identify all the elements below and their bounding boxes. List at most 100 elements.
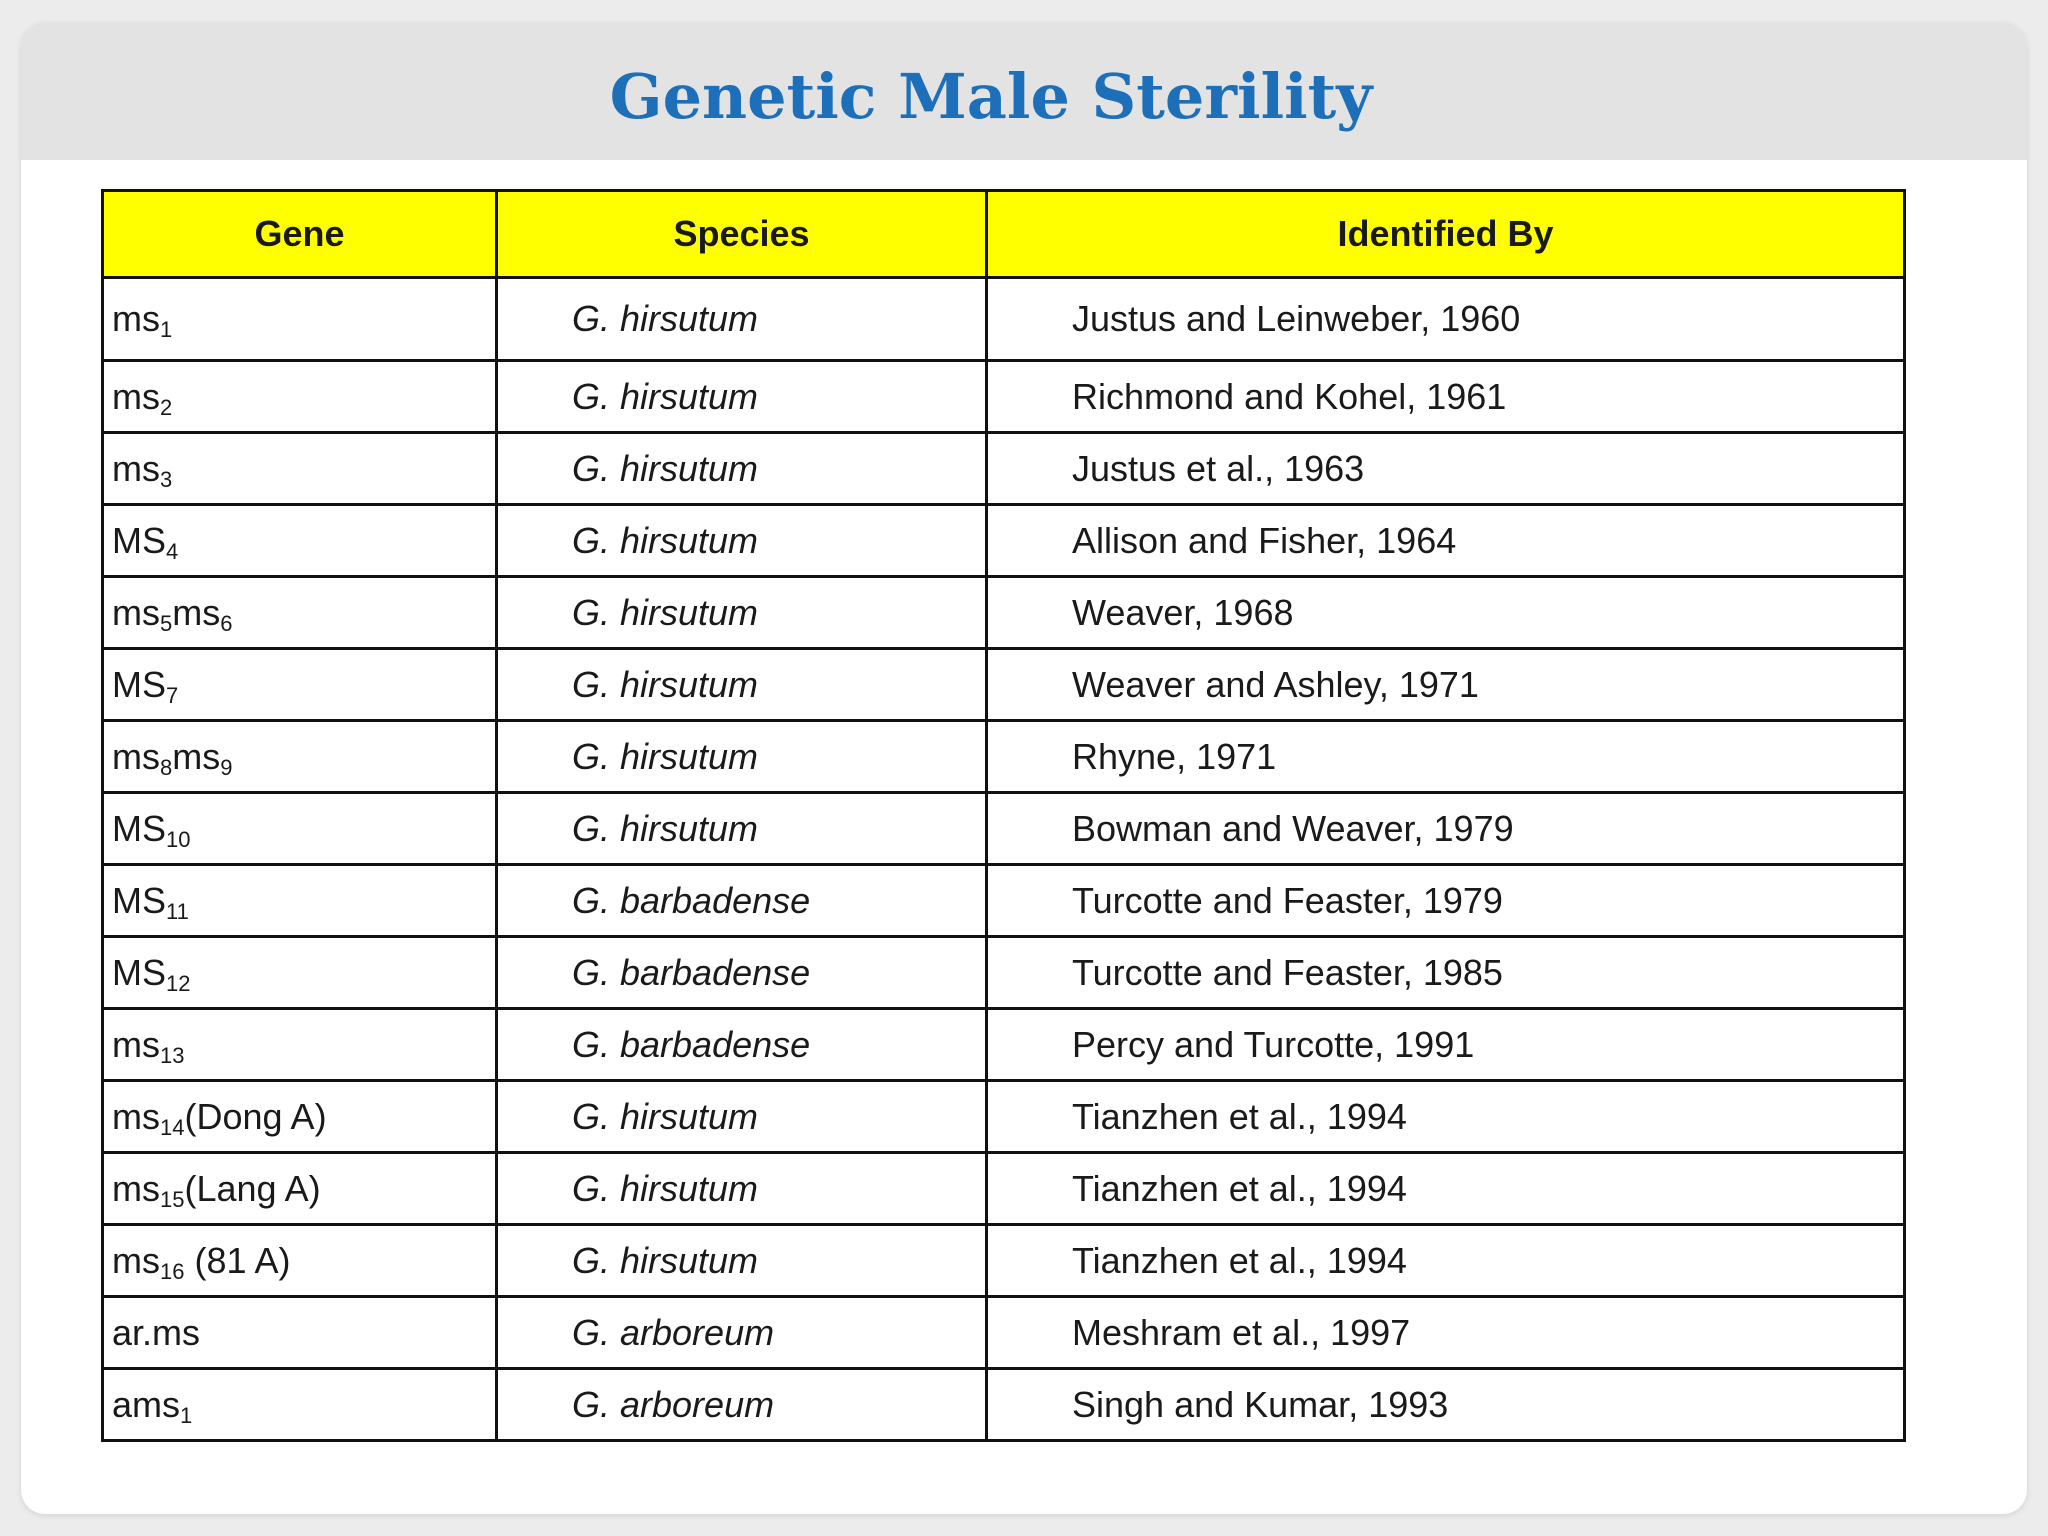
gene-text: (81 A) <box>184 1239 291 1281</box>
gene-text: ams <box>112 1383 181 1425</box>
gene-text: ms <box>112 298 160 339</box>
cell-gene: ms14(Dong A) <box>101 1079 498 1154</box>
table-row: ms3 G. hirsutum Justus et al., 1963 <box>101 431 1906 506</box>
cell-species: G. hirsutum <box>495 1079 988 1154</box>
table-row: ms14(Dong A) G. hirsutum Tianzhen et al., … <box>101 1079 1906 1154</box>
cell-identified-by: Justus et al., 1963 <box>985 431 1906 506</box>
cell-identified-by: Meshram et al., 1997 <box>985 1295 1906 1370</box>
table-header-row: Gene Species Identified By <box>101 189 1906 279</box>
gene-text: (Dong A) <box>184 1095 327 1137</box>
gene-subscript: 13 <box>160 1042 185 1068</box>
table-row: ms1 G. hirsutum Justus and Leinweber, 1960 <box>101 276 1906 362</box>
gene-subscript: 6 <box>220 610 233 636</box>
gene-subscript: 10 <box>166 826 191 852</box>
page-title: Genetic Male Sterility <box>609 60 1373 133</box>
table-row: ms13 G. barbadense Percy and Turcotte, 199… <box>101 1007 1906 1082</box>
cell-gene: MS10 <box>101 791 498 866</box>
table-row: ar.ms G. arboreum Meshram et al., 1997 <box>101 1295 1906 1370</box>
header-species: Species <box>495 189 988 279</box>
cell-species: G. hirsutum <box>495 359 988 434</box>
gene-text: ms <box>112 1167 160 1209</box>
cell-species: G. arboreum <box>495 1295 988 1370</box>
cell-species: G. hirsutum <box>495 431 988 506</box>
cell-identified-by: Allison and Fisher, 1964 <box>985 503 1906 578</box>
gene-text: MS <box>112 519 166 561</box>
gene-subscript: 1 <box>160 317 173 342</box>
table-row: ams1 G. arboreum Singh and Kumar, 1993 <box>101 1367 1906 1442</box>
gene-text: ms <box>112 1239 160 1281</box>
cell-gene: ms1 <box>101 276 498 362</box>
gene-subscript: 12 <box>166 970 191 996</box>
table-container: Gene Species Identified By ms1 G. hirsutu… <box>101 189 1906 1442</box>
gene-text: MS <box>112 663 166 705</box>
gene-text: MS <box>112 807 166 849</box>
gene-subscript: 15 <box>160 1186 185 1212</box>
cell-gene: MS11 <box>101 863 498 938</box>
cell-species: G. hirsutum <box>495 503 988 578</box>
cell-gene: ms16 (81 A) <box>101 1223 498 1298</box>
table-row: ms15(Lang A) G. hirsutum Tianzhen et al., … <box>101 1151 1906 1226</box>
cell-identified-by: Weaver, 1968 <box>985 575 1906 650</box>
cell-identified-by: Justus and Leinweber, 1960 <box>985 276 1906 362</box>
gene-subscript: 7 <box>166 682 179 708</box>
gene-text: ms <box>172 591 221 633</box>
gene-text: ms <box>172 735 221 777</box>
gene-subscript: 2 <box>160 394 173 420</box>
cell-gene: ms13 <box>101 1007 498 1082</box>
cell-species: G. hirsutum <box>495 276 988 362</box>
cell-identified-by: Singh and Kumar, 1993 <box>985 1367 1906 1442</box>
cell-species: G. hirsutum <box>495 1223 988 1298</box>
cell-identified-by: Tianzhen et al., 1994 <box>985 1223 1906 1298</box>
cell-gene: ms3 <box>101 431 498 506</box>
gene-subscript: 16 <box>160 1258 185 1284</box>
gene-text: MS <box>112 951 166 993</box>
cell-gene: MS12 <box>101 935 498 1010</box>
table-row: MS4 G. hirsutum Allison and Fisher, 1964 <box>101 503 1906 578</box>
gene-text: ms <box>112 375 160 417</box>
cell-identified-by: Bowman and Weaver, 1979 <box>985 791 1906 866</box>
cell-identified-by: Tianzhen et al., 1994 <box>985 1151 1906 1226</box>
title-band <box>21 22 2027 160</box>
cell-species: G. hirsutum <box>495 719 988 794</box>
gene-subscript: 1 <box>180 1402 193 1428</box>
slide: Genetic Male Sterility Gene Species Iden… <box>21 22 2027 1514</box>
cell-gene: ms8ms9 <box>101 719 498 794</box>
header-identified-by: Identified By <box>985 189 1906 279</box>
table-body: ms1 G. hirsutum Justus and Leinweber, 1960… <box>101 276 1906 1442</box>
cell-species: G. hirsutum <box>495 791 988 866</box>
cell-identified-by: Turcotte and Feaster, 1979 <box>985 863 1906 938</box>
cell-gene: MS7 <box>101 647 498 722</box>
cell-gene: ms5ms6 <box>101 575 498 650</box>
gene-text: ar.ms <box>112 1311 201 1353</box>
table-row: ms16 (81 A) G. hirsutum Tianzhen et al., 1… <box>101 1223 1906 1298</box>
table-row: ms2 G. hirsutum Richmond and Kohel, 1961 <box>101 359 1906 434</box>
gene-text: (Lang A) <box>184 1167 321 1209</box>
cell-gene: ms15(Lang A) <box>101 1151 498 1226</box>
cell-species: G. hirsutum <box>495 575 988 650</box>
table-row: ms8ms9 G. hirsutum Rhyne, 1971 <box>101 719 1906 794</box>
table-row: MS7 G. hirsutum Weaver and Ashley, 1971 <box>101 647 1906 722</box>
gene-subscript: 5 <box>160 610 173 636</box>
cell-species: G. barbadense <box>495 863 988 938</box>
cell-gene: ms2 <box>101 359 498 434</box>
cell-identified-by: Percy and Turcotte, 1991 <box>985 1007 1906 1082</box>
gene-subscript: 14 <box>160 1114 185 1140</box>
gene-subscript: 3 <box>160 466 173 492</box>
gene-subscript: 4 <box>166 538 179 564</box>
gene-text: ms <box>112 1095 160 1137</box>
gene-text: ms <box>112 591 160 633</box>
cell-identified-by: Weaver and Ashley, 1971 <box>985 647 1906 722</box>
cell-identified-by: Rhyne, 1971 <box>985 719 1906 794</box>
table-row: MS10 G. hirsutum Bowman and Weaver, 1979 <box>101 791 1906 866</box>
gene-subscript: 9 <box>220 754 233 780</box>
cell-species: G. hirsutum <box>495 647 988 722</box>
gene-text: ms <box>112 1023 160 1065</box>
genetic-male-sterility-table: Gene Species Identified By ms1 G. hirsutu… <box>101 189 1906 1442</box>
table-row: MS12 G. barbadense Turcotte and Feaster, 1… <box>101 935 1906 1010</box>
gene-subscript: 11 <box>166 898 189 924</box>
cell-gene: MS4 <box>101 503 498 578</box>
cell-species: G. arboreum <box>495 1367 988 1442</box>
cell-species: G. hirsutum <box>495 1151 988 1226</box>
cell-gene: ar.ms <box>101 1295 498 1370</box>
cell-identified-by: Richmond and Kohel, 1961 <box>985 359 1906 434</box>
